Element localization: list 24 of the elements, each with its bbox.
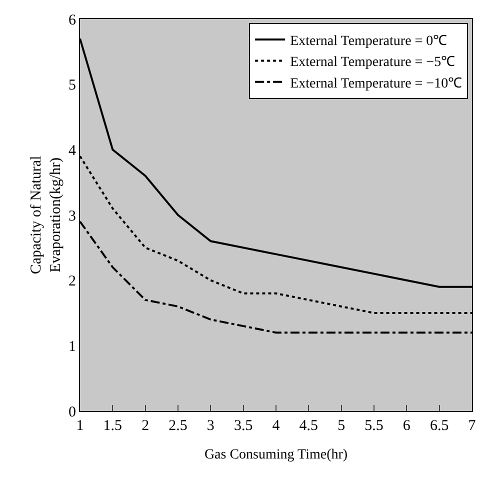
y-tick-label: 5 <box>68 78 76 94</box>
legend-label: External Temperature = 0℃ <box>290 34 448 49</box>
x-tick-label: 3.5 <box>234 418 253 434</box>
y-tick-label: 1 <box>68 338 76 355</box>
y-tick-label: 0 <box>68 404 76 420</box>
x-tick-label: 1.5 <box>103 418 122 434</box>
legend-label: External Temperature = −10℃ <box>290 76 462 92</box>
x-tick-label: 3 <box>206 418 214 434</box>
y-axis-title: Capacity of Natural Evaporation(kg/hr) <box>28 156 64 274</box>
x-tick-label: 4.5 <box>299 418 318 434</box>
x-tick-label: 6.5 <box>430 418 449 434</box>
y-tick-label: 4 <box>68 142 76 159</box>
x-tick-label: 7 <box>468 418 476 434</box>
x-tick-label: 2 <box>142 418 150 434</box>
x-tick-label: 6 <box>402 418 411 434</box>
x-tick-label: 5 <box>338 418 346 434</box>
x-tick-label: 5.5 <box>364 418 384 434</box>
x-tick-label: 2.5 <box>168 418 188 434</box>
y-tick-label: 6 <box>68 12 76 28</box>
y-tick-label: 2 <box>68 274 76 290</box>
legend-label: External Temperature = −5℃ <box>290 55 456 70</box>
x-tick-label: 4 <box>272 418 280 434</box>
y-tick-label: 3 <box>68 208 76 224</box>
x-axis-title: Gas Consuming Time(hr) <box>204 447 348 462</box>
